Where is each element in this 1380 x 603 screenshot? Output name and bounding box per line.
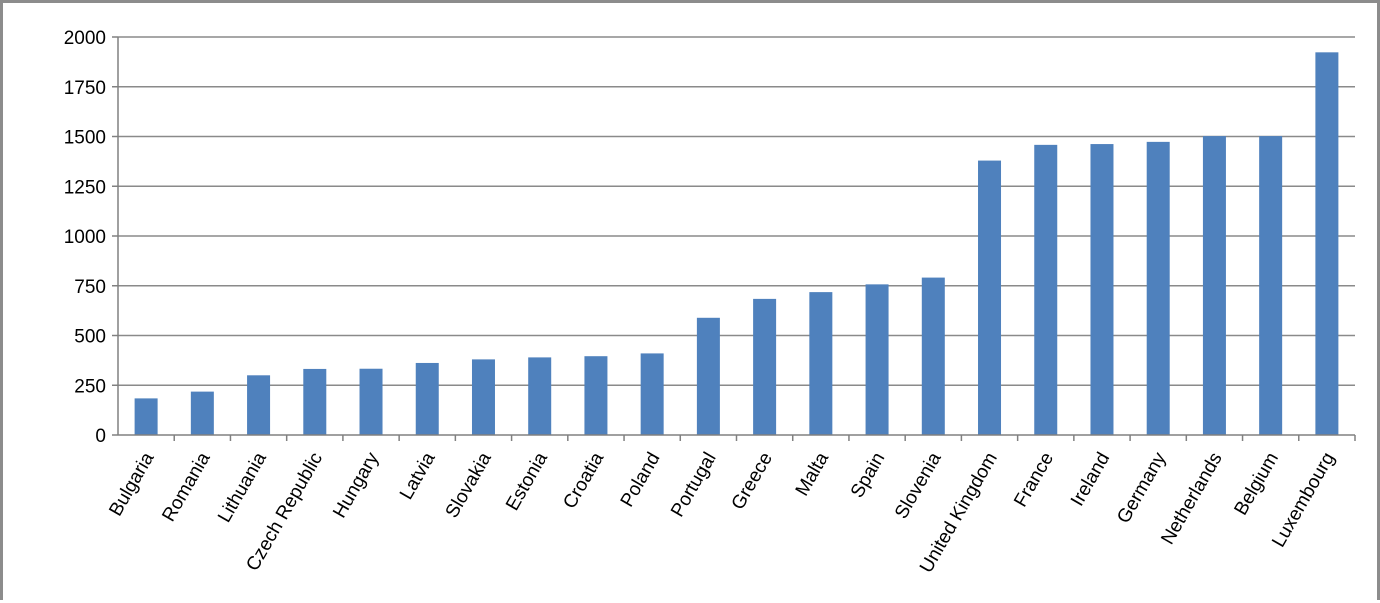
- x-tick-label: Hungary: [329, 449, 383, 522]
- bars: [134, 52, 1356, 441]
- x-tick-label: Romania: [158, 449, 214, 526]
- bar-estonia: [528, 357, 552, 435]
- y-tick-label: 2000: [64, 28, 106, 49]
- x-tick-label: Latvia: [396, 449, 440, 504]
- bar-bulgaria: [134, 398, 158, 435]
- x-tick-label: Bulgaria: [105, 449, 158, 520]
- y-tick-labels: 0 250 500 750 1000 1250 1500 1750 2000: [64, 28, 106, 447]
- x-tick-label: Spain: [847, 449, 889, 502]
- axes: [117, 37, 1355, 436]
- bar-hungary: [359, 368, 383, 435]
- y-tick-label: 1500: [64, 128, 106, 149]
- y-tick-label: 500: [74, 327, 106, 348]
- bar-malta: [809, 292, 833, 435]
- x-tick-label: Lithuania: [214, 449, 271, 527]
- bar-chart: 0 250 500 750 1000 1250 1500 1750 2000 Bulgaria R…: [64, 28, 1356, 577]
- x-tick-label: Poland: [617, 449, 665, 511]
- bar-romania: [190, 391, 214, 435]
- x-tick-label: Belgium: [1230, 449, 1283, 519]
- bar-portugal: [696, 317, 720, 435]
- bar-france: [1034, 144, 1058, 435]
- bar-ireland: [1090, 144, 1114, 435]
- x-tick-label: Greece: [728, 449, 777, 513]
- bar-germany: [1146, 141, 1170, 436]
- x-tick-label: Estonia: [502, 449, 552, 515]
- bar-latvia: [415, 362, 439, 435]
- bar-spain: [865, 284, 889, 435]
- x-tick-label: Croatia: [559, 449, 608, 513]
- bar-poland: [640, 353, 664, 435]
- bar-lithuania: [247, 375, 271, 435]
- y-tick-label: 250: [74, 376, 106, 397]
- x-tick-label: Slovakia: [442, 449, 496, 522]
- bar-netherlands: [1202, 136, 1226, 436]
- x-tick-label: Ireland: [1067, 449, 1114, 510]
- bar-belgium: [1259, 136, 1283, 436]
- x-tick-label: France: [1010, 449, 1058, 511]
- y-tick-label: 1000: [64, 227, 106, 248]
- bar-czech-republic: [303, 368, 327, 435]
- x-tick-label: Germany: [1113, 449, 1171, 528]
- bar-greece: [753, 298, 777, 435]
- x-tick-label: Portugal: [667, 449, 721, 521]
- bar-slovakia: [471, 359, 495, 435]
- bar-croatia: [584, 356, 608, 435]
- y-tick-label: 1250: [64, 177, 106, 198]
- bar-slovenia: [921, 277, 945, 435]
- y-tick-label: 1750: [64, 78, 106, 99]
- x-tick-label: Slovenia: [891, 449, 946, 523]
- y-tick-label: 750: [74, 277, 106, 298]
- bar-luxembourg: [1315, 52, 1339, 435]
- x-tick-label: Malta: [792, 449, 834, 500]
- y-tick-label: 0: [95, 426, 106, 447]
- bar-united-kingdom: [978, 160, 1002, 436]
